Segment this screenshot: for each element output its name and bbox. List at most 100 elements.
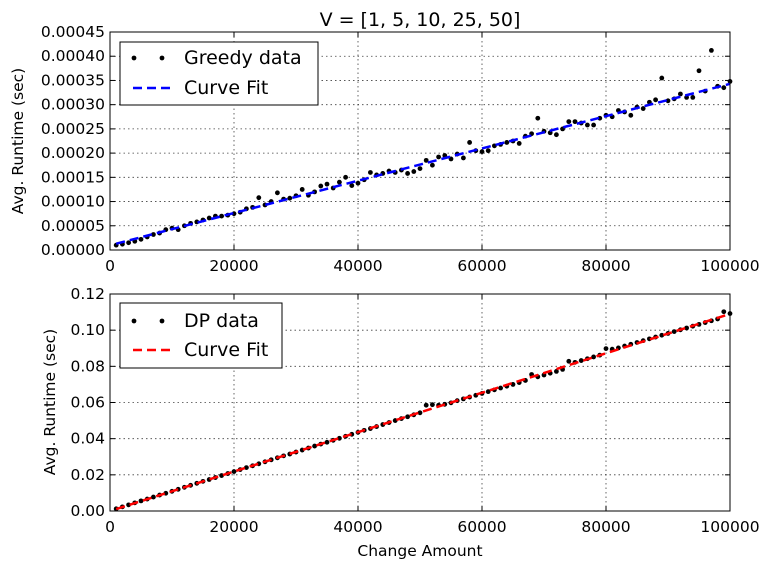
y-tick-label: 0.00040	[41, 47, 105, 65]
legend-box	[119, 302, 283, 369]
x-tick-label: 80000	[581, 518, 630, 536]
data-point	[678, 91, 683, 97]
legend-marker-dp-data	[131, 318, 165, 324]
legend-label-greedy-data: Greedy data	[184, 47, 302, 69]
y-tick-label: 0.00	[70, 502, 105, 520]
data-point	[417, 166, 423, 172]
data-point	[485, 148, 491, 154]
data-point	[436, 154, 441, 160]
data-point	[231, 469, 237, 474]
x-tick-label: 0	[105, 257, 115, 275]
data-point	[566, 119, 572, 125]
plot-data	[113, 48, 733, 248]
y-tick-label: 0.00005	[41, 217, 105, 235]
curve-fit-line	[115, 312, 731, 511]
data-point	[411, 169, 417, 174]
y-tick-label: 0.02	[70, 466, 105, 484]
x-tick-label: 80000	[581, 257, 630, 275]
data-point	[461, 155, 466, 161]
x-tick-label: 100000	[700, 518, 759, 536]
x-tick-labels: 0 20000 40000 60000 80000 100000	[105, 257, 760, 275]
tick-marks	[109, 293, 731, 512]
y-tick-label: 0.00000	[41, 241, 105, 259]
data-point	[628, 112, 634, 118]
y-tick-label: 0.00025	[41, 120, 105, 138]
legend-marker-greedy-data	[131, 55, 165, 61]
data-point	[585, 122, 590, 128]
y-tick-label: 0.12	[70, 285, 105, 303]
data-point	[671, 329, 677, 335]
data-point	[721, 309, 727, 315]
data-point	[275, 190, 280, 196]
data-point	[287, 195, 293, 201]
data-point	[206, 215, 212, 221]
data-point	[578, 358, 584, 363]
data-point	[591, 122, 596, 128]
data-point	[423, 157, 429, 163]
data-point	[430, 162, 435, 168]
x-tick-label: 20000	[209, 518, 258, 536]
data-point	[535, 115, 541, 121]
data-point	[572, 119, 578, 125]
data-point	[256, 195, 262, 201]
legend-dot	[131, 318, 137, 324]
data-point	[591, 354, 596, 360]
data-point	[355, 180, 361, 186]
y-axis-label: Avg. Runtime (sec)	[41, 329, 59, 475]
tick-marks	[109, 31, 731, 251]
legend-label-dp-data: DP data	[184, 310, 259, 332]
x-tick-label: 60000	[457, 518, 506, 536]
data-point	[343, 174, 348, 180]
y-tick-label: 0.00035	[41, 71, 105, 89]
data-point	[405, 414, 410, 420]
data-point	[423, 402, 429, 408]
y-axis-label: Avg. Runtime (sec)	[9, 68, 27, 214]
data-point	[479, 149, 485, 155]
legend-label-curve-fit: Curve Fit	[184, 339, 268, 361]
data-point	[417, 410, 423, 416]
y-tick-label: 0.00045	[41, 23, 105, 41]
data-point	[312, 443, 317, 449]
y-tick-label: 0.00015	[41, 168, 105, 186]
data-point	[696, 68, 702, 74]
y-tick-labels: 0.00000 0.00005 0.00010 0.00015 0.00020 0.000…	[41, 23, 105, 259]
legend-dot	[159, 55, 165, 61]
x-tick-label: 40000	[333, 518, 382, 536]
y-tick-label: 0.00010	[41, 193, 105, 211]
data-point	[554, 132, 559, 138]
data-point	[138, 498, 144, 504]
y-tick-label: 0.00020	[41, 144, 105, 162]
data-point	[721, 85, 727, 91]
x-tick-label: 60000	[457, 257, 506, 275]
data-point	[485, 389, 491, 395]
data-point	[554, 368, 559, 374]
y-tick-label: 0.04	[70, 430, 105, 448]
x-tick-label: 0	[105, 518, 115, 536]
data-point	[318, 183, 324, 189]
data-point	[138, 236, 144, 242]
data-point	[219, 213, 225, 219]
plot-frame	[109, 31, 731, 251]
y-tick-label: 0.00030	[41, 96, 105, 114]
legend: DP data Curve Fit	[119, 302, 283, 369]
legend-label-curve-fit: Curve Fit	[184, 77, 268, 99]
data-point	[244, 465, 249, 470]
data-point	[603, 346, 609, 352]
data-point	[665, 98, 671, 104]
data-point	[653, 97, 658, 103]
x-tick-label: 100000	[700, 257, 759, 275]
data-point	[405, 171, 410, 176]
data-point	[324, 181, 330, 187]
chart-title: V = [1, 5, 10, 25, 50]	[320, 9, 521, 31]
legend-dot	[159, 318, 165, 324]
x-axis-label: Change Amount	[357, 542, 482, 560]
legend-box	[119, 41, 319, 106]
data-point	[368, 170, 373, 175]
data-point	[690, 95, 696, 100]
x-tick-label: 20000	[209, 257, 258, 275]
y-tick-label: 0.08	[70, 357, 105, 375]
y-tick-labels: 0.00 0.02 0.04 0.06 0.08 0.10 0.12	[70, 285, 105, 520]
data-point	[151, 494, 156, 500]
y-tick-label: 0.06	[70, 394, 105, 412]
